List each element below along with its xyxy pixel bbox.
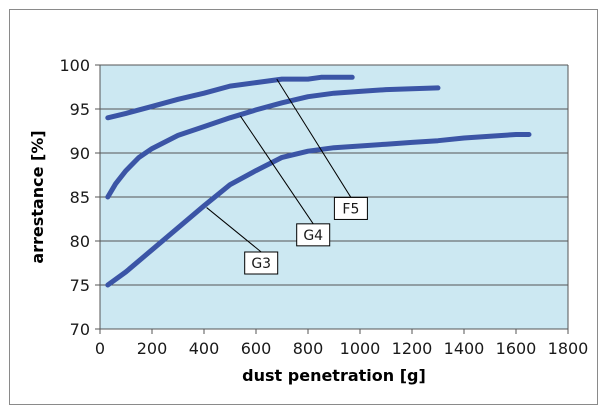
x-axis-title: dust penetration [g]	[242, 366, 426, 385]
y-tick-label-100: 100	[59, 56, 90, 75]
y-tick-label-85: 85	[70, 188, 90, 207]
callout-label-f5: F5	[342, 201, 359, 217]
callout-box-g3	[244, 251, 279, 275]
x-tick-label-1200: 1200	[392, 339, 433, 358]
callout-label-g4: G4	[303, 228, 323, 244]
x-tick-label-1600: 1600	[496, 339, 537, 358]
series-line-g4	[105, 85, 441, 200]
callout-box-f5	[333, 196, 368, 220]
callout-box-g4	[296, 223, 331, 247]
annotation-layer: F5 G4 G3	[206, 78, 368, 275]
y-tick-label-70: 70	[70, 320, 90, 339]
y-tick-label-75: 75	[70, 276, 90, 295]
y-tick-label-90: 90	[70, 144, 90, 163]
y-axis-title: arrestance [%]	[28, 130, 47, 263]
x-tick-label-1800: 1800	[548, 339, 589, 358]
x-tick-label-1400: 1400	[444, 339, 485, 358]
chart-frame: F5 G4 G3 70 75 80 85 90 95 100 0 200 400 600 800 1000 1…	[9, 9, 598, 405]
x-tick-label-200: 200	[137, 339, 168, 358]
y-tick-label-95: 95	[70, 100, 90, 119]
x-tick-label-0: 0	[95, 339, 105, 358]
x-tick-label-1000: 1000	[340, 339, 381, 358]
y-tick-label-80: 80	[70, 232, 90, 251]
series-line-f5	[105, 74, 355, 121]
x-tick-label-800: 800	[293, 339, 324, 358]
callout-leader-g3	[206, 207, 262, 253]
x-tick-label-400: 400	[189, 339, 220, 358]
x-tick-label-600: 600	[241, 339, 272, 358]
callout-leader-f5	[276, 78, 352, 198]
callout-leader-g4	[239, 115, 314, 225]
callout-label-g3: G3	[251, 256, 271, 272]
